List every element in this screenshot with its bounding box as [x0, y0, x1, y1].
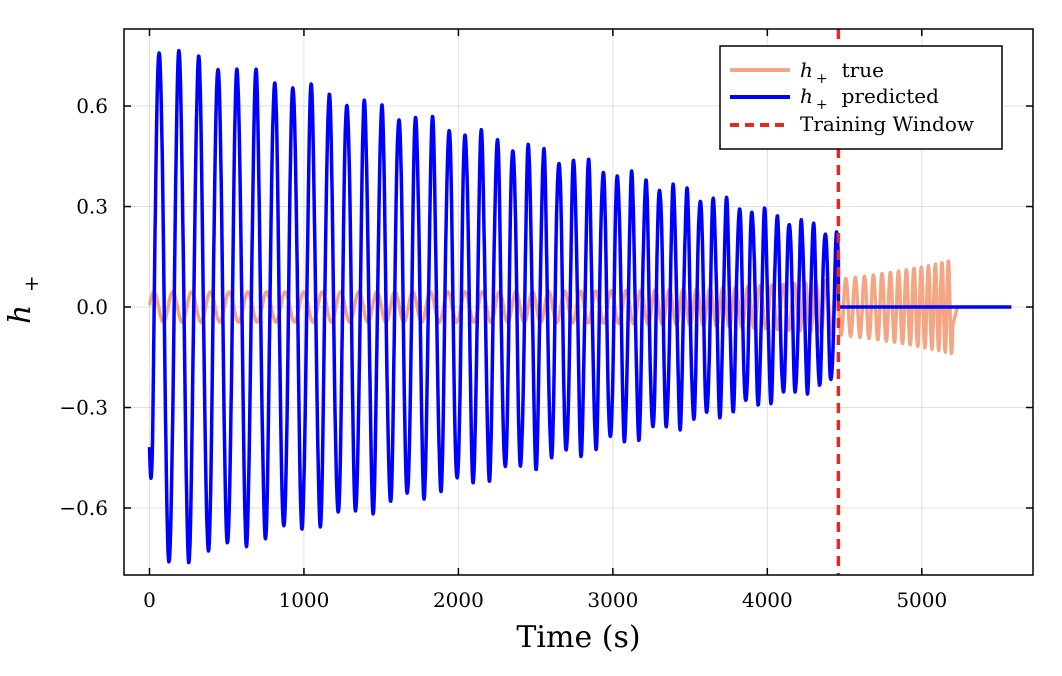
legend-label-true: h + true — [800, 58, 884, 87]
plot-frame — [123, 28, 1034, 576]
ticks — [124, 29, 1033, 575]
legend: h + true h + predicted Training Window — [719, 45, 1003, 150]
y-axis-label: h + — [3, 275, 43, 324]
y-tick-label: −0.3 — [59, 396, 108, 420]
y-tick-label: 0.6 — [76, 94, 108, 118]
legend-predicted-rest: predicted — [842, 84, 939, 108]
x-tick-label: 1000 — [278, 588, 329, 612]
y-tick-label: 0.3 — [76, 195, 108, 219]
x-tick-label: 0 — [143, 588, 156, 612]
y-tick-label: 0.0 — [76, 295, 108, 319]
legend-true-sub: + — [816, 71, 828, 87]
series-predicted-line — [147, 48, 1012, 565]
x-tick-label: 3000 — [587, 588, 638, 612]
legend-true-rest: true — [842, 58, 884, 82]
series-true-line — [147, 259, 959, 356]
legend-predicted-sub: + — [816, 97, 828, 113]
y-axis-label-sub: + — [19, 275, 43, 292]
legend-predicted-base: h — [800, 84, 813, 108]
legend-true-base: h — [800, 58, 813, 82]
x-tick-label: 2000 — [433, 588, 484, 612]
y-tick-label: −0.6 — [59, 496, 108, 520]
plot-border — [123, 28, 1034, 576]
x-tick-label: 4000 — [742, 588, 793, 612]
x-axis-label: Time (s) — [516, 620, 640, 655]
tick-labels: 0 1000 2000 3000 4000 5000 0.6 0.3 0.0 −0.3 −0.6 — [59, 94, 947, 612]
legend-label-predicted: h + predicted — [800, 84, 939, 113]
legend-label-training-window: Training Window — [800, 112, 974, 136]
x-tick-label: 5000 — [896, 588, 947, 612]
y-axis-label-base: h — [3, 305, 38, 324]
